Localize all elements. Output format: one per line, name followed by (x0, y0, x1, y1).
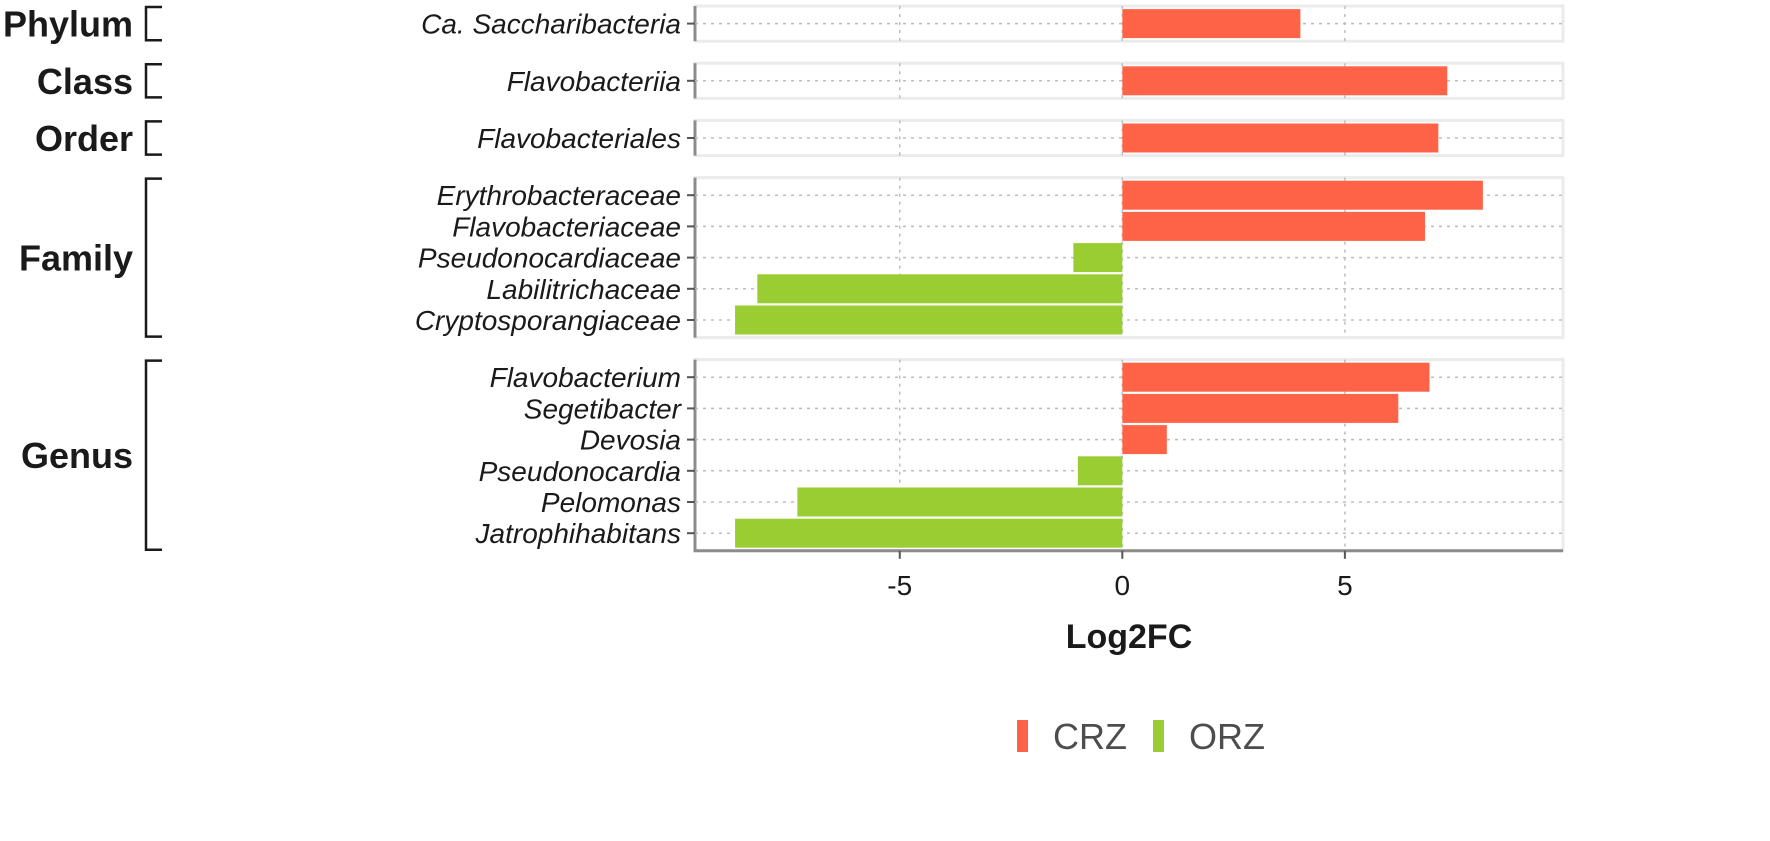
rank-bracket (144, 359, 162, 552)
panel-genus: FlavobacteriumSegetibacterDevosiaPseudon… (21, 358, 1565, 553)
bar-crz (1122, 9, 1301, 39)
rank-bracket (144, 62, 162, 99)
bar-crz (1122, 123, 1439, 153)
taxon-label: Jatrophihabitans (475, 518, 681, 549)
rank-bracket (144, 177, 162, 338)
legend-label-orz: ORZ (1189, 716, 1265, 757)
panel-phylum: Ca. Saccharibacteria Phylum (3, 4, 1565, 45)
panel-class: Flavobacteriia Class (37, 61, 1565, 102)
legend-label-crz: CRZ (1053, 716, 1127, 757)
bar-crz (1122, 425, 1167, 455)
x-axis-title: Log2FC (1066, 618, 1193, 656)
taxon-label: Erythrobacteraceae (437, 180, 681, 211)
taxon-label: Flavobacteriales (477, 123, 681, 154)
taxon-label: Devosia (580, 425, 681, 456)
bar-orz (735, 518, 1123, 548)
bar-orz (757, 274, 1123, 304)
bar-orz (1077, 456, 1123, 486)
taxon-label: Segetibacter (524, 393, 683, 424)
rank-label: Family (19, 238, 133, 279)
taxon-label: Pseudonocardiaceae (418, 243, 681, 274)
taxon-label: Flavobacteriaceae (452, 211, 681, 242)
panel-family: ErythrobacteraceaeFlavobacteriaceaePseud… (19, 176, 1565, 340)
taxon-label: Pseudonocardia (479, 456, 681, 487)
rank-bracket (144, 120, 162, 156)
bar-orz (1073, 243, 1123, 273)
rank-label: Order (35, 118, 133, 159)
rank-bracket (144, 5, 162, 42)
taxon-label: Ca. Saccharibacteria (421, 9, 681, 40)
legend-swatch-crz (1017, 720, 1028, 752)
bar-crz (1122, 393, 1399, 423)
rank-label: Class (37, 61, 133, 102)
rank-label: Genus (21, 435, 133, 476)
x-tick-label: 5 (1337, 570, 1353, 601)
bar-orz (797, 487, 1123, 517)
taxon-label: Flavobacteriia (507, 66, 681, 97)
bar-crz (1122, 66, 1448, 96)
bar-orz (735, 305, 1123, 335)
legend-swatch-orz (1153, 720, 1164, 752)
taxon-label: Pelomonas (541, 487, 681, 518)
rank-label: Phylum (3, 4, 133, 45)
taxon-label: Flavobacterium (490, 362, 681, 393)
taxon-label: Cryptosporangiaceae (415, 305, 681, 336)
bar-crz (1122, 211, 1426, 241)
bar-crz (1122, 180, 1483, 210)
x-tick-label: -5 (887, 570, 912, 601)
panel-order: Flavobacteriales Order (35, 118, 1565, 159)
x-tick-label: 0 (1115, 570, 1131, 601)
bar-crz (1122, 362, 1430, 392)
taxon-label: Labilitrichaceae (486, 274, 681, 305)
